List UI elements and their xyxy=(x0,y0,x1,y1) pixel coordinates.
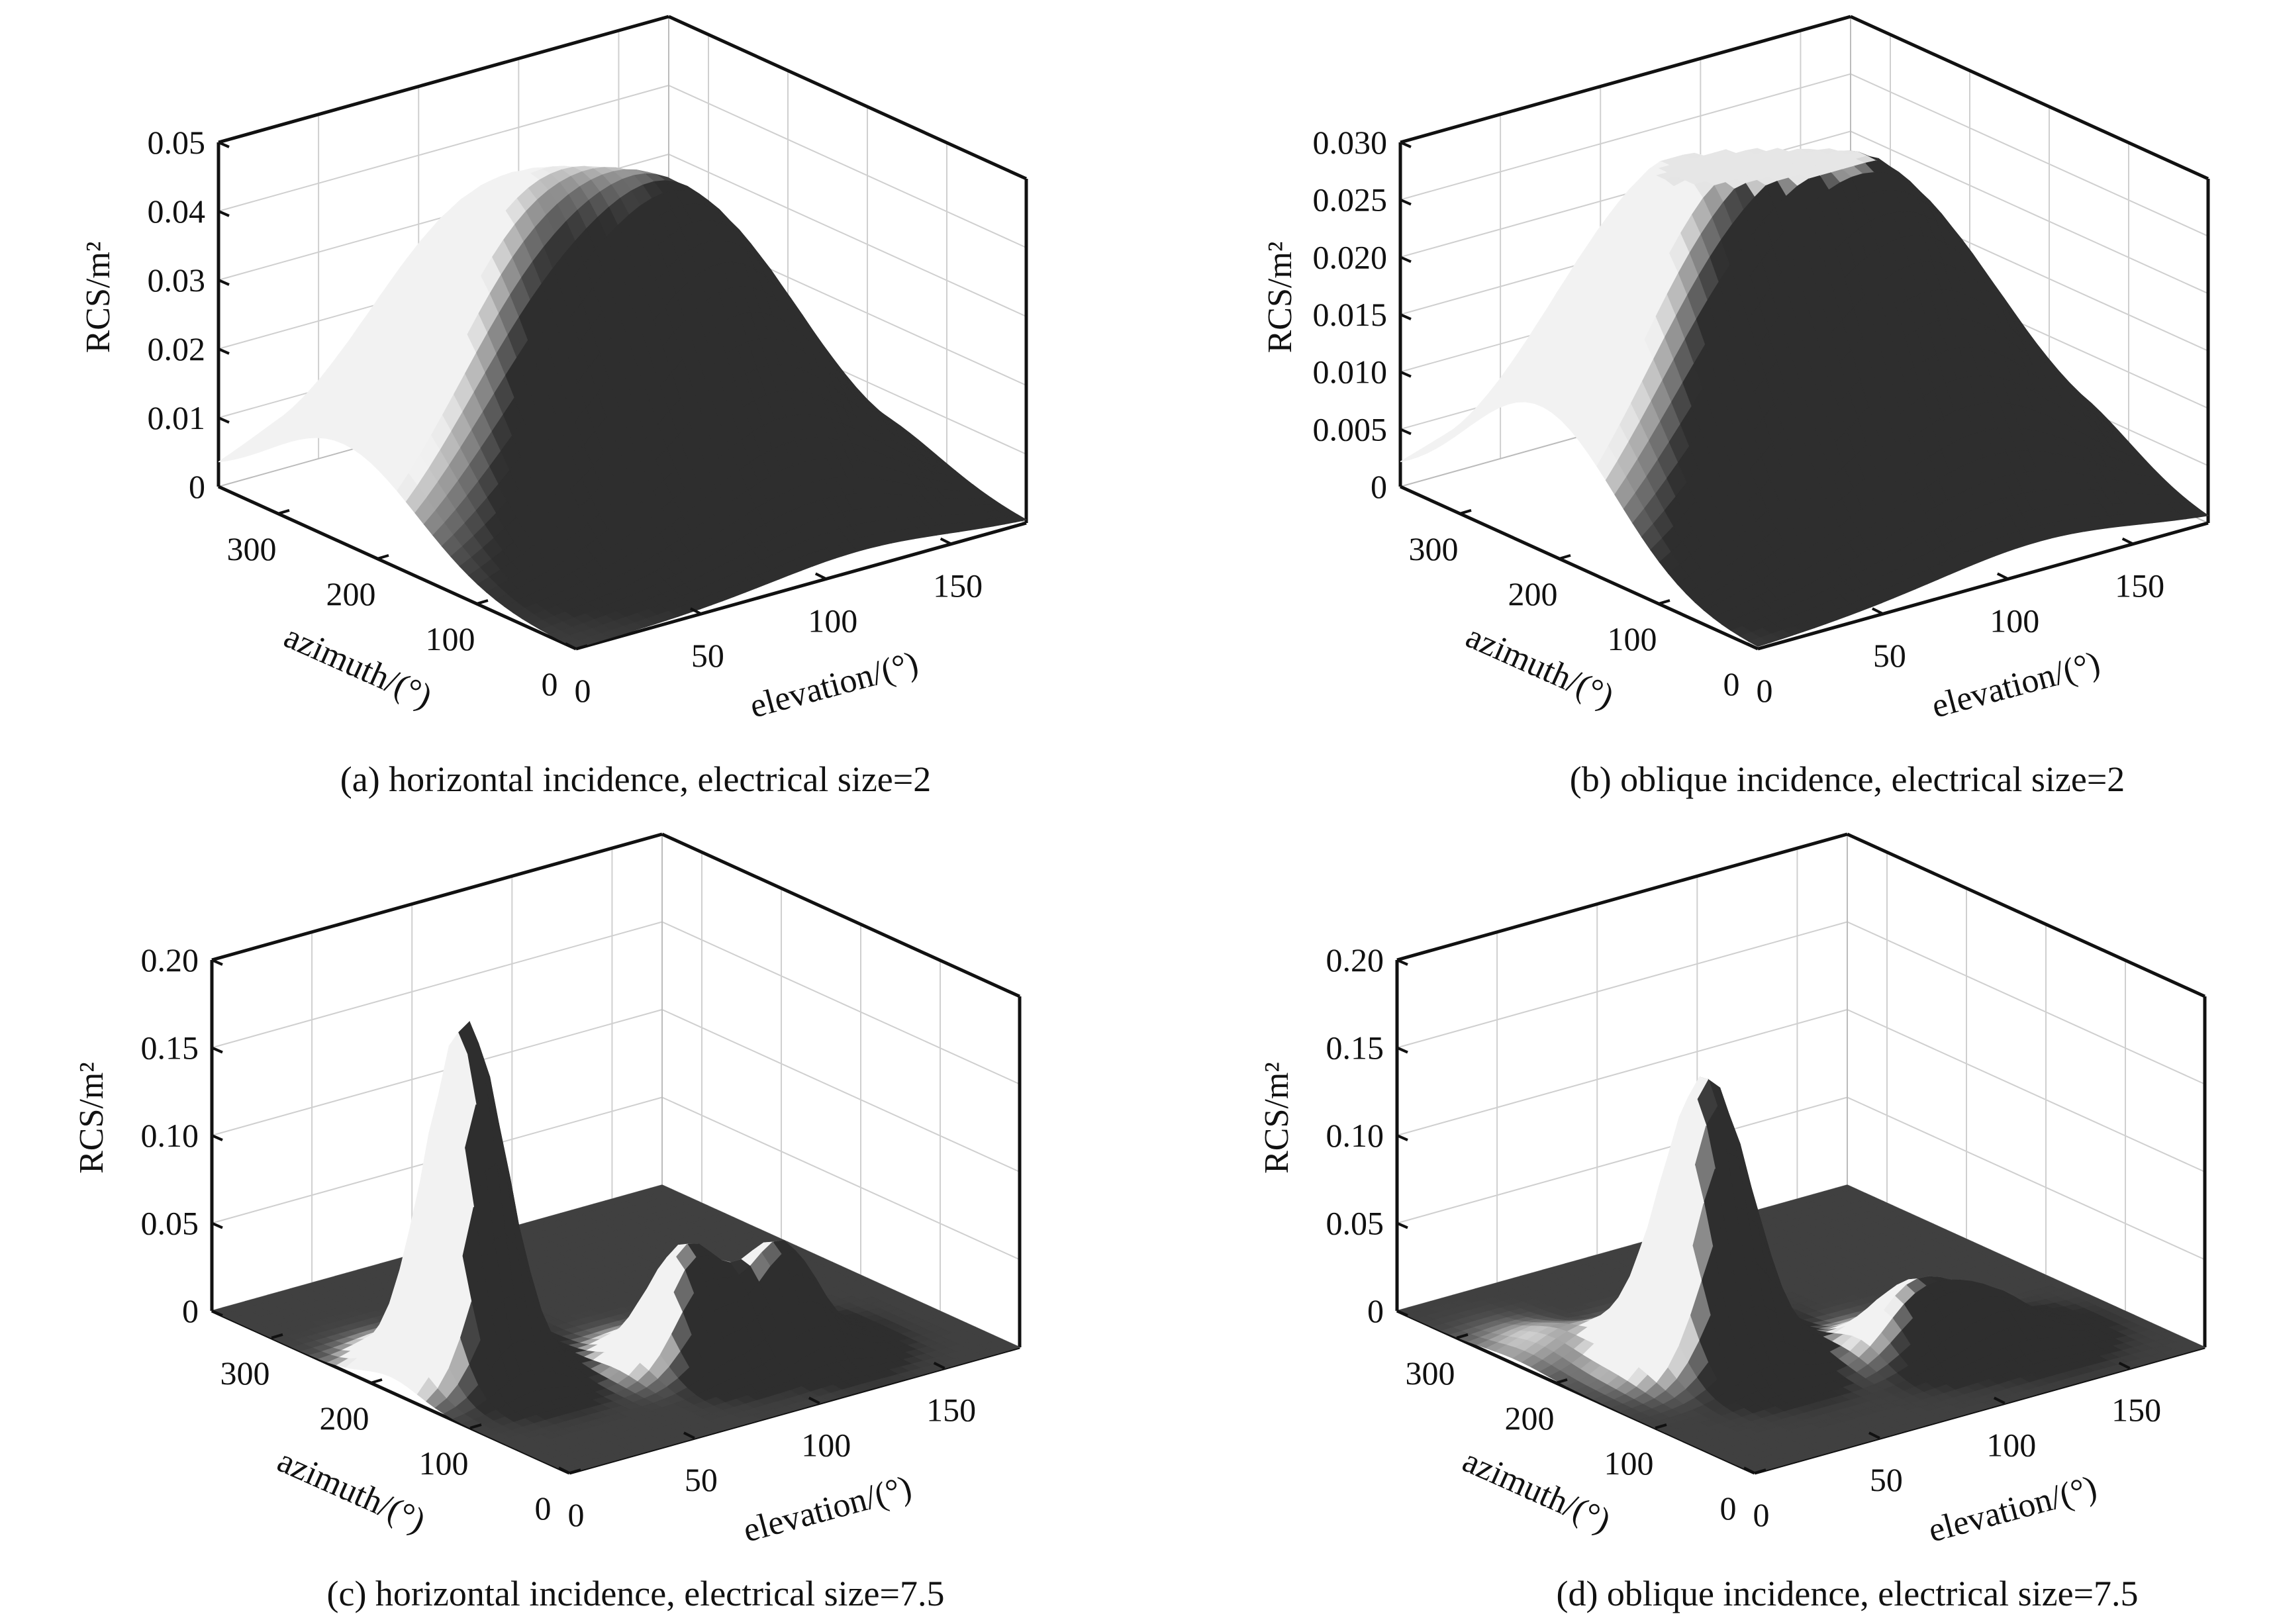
panel-b-z-tick-label: 0.010 xyxy=(1313,354,1388,391)
panel-c-azimuth-tick xyxy=(370,1378,383,1384)
panel-c-azimuth-tick-label: 300 xyxy=(220,1355,270,1392)
panel-a-z-axis-label: RCS/m² xyxy=(79,242,117,354)
panel-a-azimuth-tick-label: 100 xyxy=(426,620,475,657)
panel-c-z-axis-label: RCS/m² xyxy=(73,1062,111,1174)
panel-c-elevation-tick-label: 50 xyxy=(685,1461,718,1498)
panel-a-elevation-tick-label: 100 xyxy=(808,602,857,639)
panel-b-z-tick-label: 0.005 xyxy=(1313,410,1388,448)
panel-b-z-tick-label: 0.020 xyxy=(1313,238,1388,275)
panel-a-azimuth-tick-label: 200 xyxy=(326,575,376,612)
panel-b-azimuth-tick xyxy=(1559,553,1571,560)
panel-a: 0.050.040.030.020.0100501001503002001000… xyxy=(79,15,1028,799)
panel-c-z-tick-label: 0.15 xyxy=(141,1029,199,1067)
panel-a-top-edge xyxy=(218,15,669,144)
panel-b-z-tick-label: 0.030 xyxy=(1313,124,1388,161)
panel-a-z-tick-label: 0.04 xyxy=(148,193,206,230)
panel-a-azimuth-tick xyxy=(277,508,290,515)
panel-c-z-tick-label: 0.05 xyxy=(141,1205,199,1242)
panel-b-azimuth-tick-label: 0 xyxy=(1723,665,1740,702)
panel-b-z-tick-label: 0 xyxy=(1371,468,1387,505)
panel-c-top-edge xyxy=(661,832,1021,998)
panel-b-elevation-tick-label: 0 xyxy=(1757,672,1773,709)
panel-b-azimuth-tick-label: 200 xyxy=(1508,575,1558,612)
panel-a-elevation-tick xyxy=(814,572,827,581)
panel-b-elevation-axis-label: elevation/(°) xyxy=(1928,644,2104,725)
panel-a-z-tick-label: 0.05 xyxy=(148,124,206,161)
panel-b-elevation-tick-label: 150 xyxy=(2115,567,2164,604)
panel-a-surface xyxy=(218,166,1028,649)
panel-b-elevation-tick xyxy=(1996,572,2009,581)
panel-c-elevation-axis-label: elevation/(°) xyxy=(740,1468,916,1549)
panel-c-grid-line xyxy=(661,921,1020,1085)
panel-b-top-edge xyxy=(1400,15,1851,144)
panel-a-top-edge xyxy=(667,15,1028,181)
panel-b-azimuth-tick xyxy=(1459,508,1472,515)
panel-b-caption: (b) oblique incidence, electrical size=2 xyxy=(1570,759,2125,799)
panel-a-z-tick-label: 0.02 xyxy=(148,330,206,367)
panel-b-azimuth-tick xyxy=(1658,599,1670,605)
panel-a-azimuth-tick-label: 300 xyxy=(227,530,277,567)
panel-c-elevation-tick-label: 150 xyxy=(926,1392,976,1429)
panel-a-azimuth-axis-label: azimuth/(°) xyxy=(279,618,438,716)
panel-a-z-tick-label: 0.01 xyxy=(148,399,206,436)
panel-b-elevation-tick xyxy=(1871,607,1884,616)
panel-b-elevation-tick-label: 100 xyxy=(1990,602,2039,639)
panel-c-z-tick-label: 0.10 xyxy=(141,1117,199,1154)
panel-a-azimuth-tick xyxy=(377,553,389,560)
panel-b-elevation-tick-label: 50 xyxy=(1873,637,1906,674)
panel-c-azimuth-axis-label: azimuth/(°) xyxy=(272,1442,431,1541)
panel-a-azimuth-tick-label: 0 xyxy=(542,665,558,702)
panel-c-elevation-tick-label: 0 xyxy=(568,1496,585,1533)
panel-a-elevation-tick xyxy=(940,537,952,546)
panel-b-azimuth-tick-label: 300 xyxy=(1409,530,1459,567)
panel-a-elevation-tick-label: 150 xyxy=(933,567,983,604)
panel-c-elevation-tick-label: 100 xyxy=(801,1426,851,1463)
panel-c-z-tick-label: 0 xyxy=(182,1292,199,1329)
panel-a-elevation-tick-label: 50 xyxy=(691,637,724,674)
panel-b-z-axis-label: RCS/m² xyxy=(1261,242,1299,354)
panel-c-azimuth-tick-label: 100 xyxy=(419,1445,469,1482)
panel-c-azimuth-tick-label: 0 xyxy=(535,1490,552,1527)
panel-a-elevation-axis-label: elevation/(°) xyxy=(746,644,922,725)
panel-a-grid-line xyxy=(668,154,1027,317)
panel-a-z-tick-label: 0.03 xyxy=(148,262,206,299)
panel-a-z-tick-label: 0 xyxy=(189,468,205,505)
panel-c-azimuth-tick-label: 200 xyxy=(320,1400,369,1437)
panel-a-azimuth-tick xyxy=(476,599,489,605)
panel-a-elevation-tick-label: 0 xyxy=(575,672,591,709)
panel-c-caption: (c) horizontal incidence, electrical siz… xyxy=(327,1574,945,1613)
panel-c-z-tick-label: 0.20 xyxy=(141,941,199,979)
panel-b-z-tick-label: 0.015 xyxy=(1313,296,1388,333)
panel-b-azimuth-tick-label: 100 xyxy=(1608,620,1657,657)
panel-c-grid-line xyxy=(661,1009,1020,1172)
panel-b-elevation-tick xyxy=(2121,537,2134,546)
panel-a-caption: (a) horizontal incidence, electrical siz… xyxy=(340,759,931,799)
panel-a-grid-line xyxy=(668,85,1027,248)
panel-b-azimuth-axis-label: azimuth/(°) xyxy=(1461,618,1620,716)
panel-a-grid-line xyxy=(218,85,669,212)
panel-b-z-tick-label: 0.025 xyxy=(1313,181,1388,218)
panel-b: 0.0300.0250.0200.0150.0100.0050050100150… xyxy=(1261,15,2210,799)
